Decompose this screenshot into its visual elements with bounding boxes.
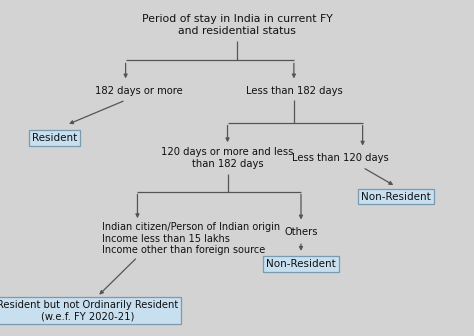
Text: Non-Resident: Non-Resident	[361, 192, 431, 202]
Text: Resident but not Ordinarily Resident
(w.e.f. FY 2020-21): Resident but not Ordinarily Resident (w.…	[0, 300, 178, 322]
Text: 182 days or more: 182 days or more	[95, 86, 182, 96]
Text: Others: Others	[284, 227, 318, 237]
Text: Less than 182 days: Less than 182 days	[246, 86, 342, 96]
Text: Resident: Resident	[32, 133, 77, 143]
Text: Indian citizen/Person of Indian origin
Income less than 15 lakhs
Income other th: Indian citizen/Person of Indian origin I…	[102, 222, 280, 255]
Text: Period of stay in India in current FY
and residential status: Period of stay in India in current FY an…	[142, 14, 332, 36]
Text: Less than 120 days: Less than 120 days	[292, 153, 389, 163]
Text: Non-Resident: Non-Resident	[266, 259, 336, 269]
Text: 120 days or more and less
than 182 days: 120 days or more and less than 182 days	[161, 147, 294, 169]
